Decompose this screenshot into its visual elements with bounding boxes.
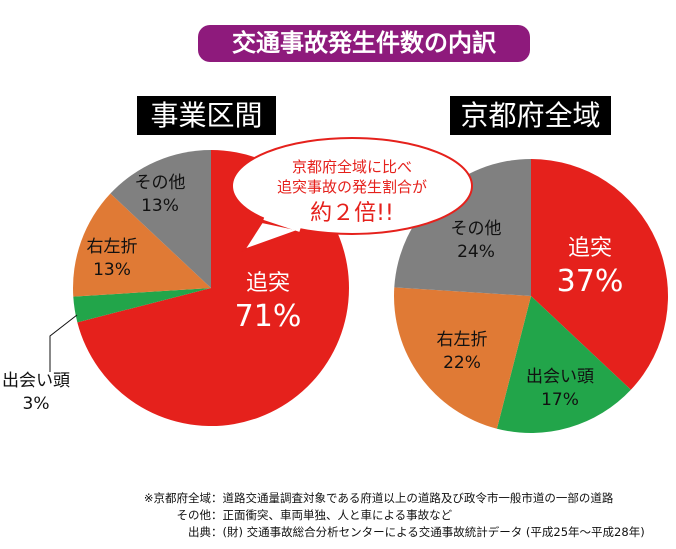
pie-slice-右左折 bbox=[393, 287, 531, 429]
slice-value-label: 13% bbox=[93, 260, 131, 280]
callout-line2: 追突事故の発生割合が bbox=[277, 178, 427, 196]
pie-slice-追突 bbox=[531, 159, 669, 390]
slice-value-label: 71% bbox=[235, 299, 302, 334]
note-row: 出典： (財) 交通事故総合分析センターによる交通事故統計データ (平成25年～平… bbox=[188, 525, 645, 539]
slice-category-label: 追突 bbox=[568, 236, 612, 261]
pie-slice-その他 bbox=[394, 159, 531, 296]
slice-category-label: 出会い頭 bbox=[526, 367, 594, 387]
leader-line bbox=[49, 314, 78, 372]
slice-value-label: 22% bbox=[443, 353, 481, 373]
slice-value-label: 3% bbox=[23, 394, 50, 414]
slice-category-label: 出会い頭 bbox=[2, 371, 70, 391]
slice-category-label: その他 bbox=[451, 219, 502, 239]
footnotes: ※京都府全域：道路交通量調査対象である府道以上の道路及び政令市一般市道の一部の道… bbox=[115, 490, 645, 541]
slice-value-label: 17% bbox=[541, 390, 579, 410]
slice-category-label: その他 bbox=[135, 173, 186, 193]
slice-category-label: 右左折 bbox=[87, 237, 138, 257]
callout-joint bbox=[263, 216, 301, 232]
callout-bubble bbox=[231, 137, 473, 235]
pie-slice-出会い頭 bbox=[496, 296, 631, 433]
callout-line3: 約２倍!! bbox=[310, 201, 394, 226]
callout-line1: 京都府全域に比べ bbox=[292, 158, 412, 176]
note-row: その他：正面衝突、車両単独、人と車による事故など bbox=[176, 508, 453, 522]
page-title: 交通事故発生件数の内訳 bbox=[198, 25, 530, 62]
right-chart-title: 京都府全域 bbox=[450, 96, 611, 135]
slice-category-label: 追突 bbox=[246, 271, 290, 296]
pie-slice-出会い頭 bbox=[73, 288, 211, 323]
slice-value-label: 24% bbox=[457, 242, 495, 262]
slice-value-label: 13% bbox=[141, 196, 179, 216]
pie-slice-右左折 bbox=[72, 193, 211, 297]
callout-tail bbox=[241, 220, 304, 252]
slice-value-label: 37% bbox=[557, 264, 624, 299]
note-row: ※京都府全域：道路交通量調査対象である府道以上の道路及び政令市一般市道の一部の道… bbox=[143, 491, 614, 505]
left-chart-title: 事業区間 bbox=[137, 96, 276, 135]
pie-slice-その他 bbox=[110, 150, 211, 288]
slice-category-label: 右左折 bbox=[437, 330, 488, 350]
